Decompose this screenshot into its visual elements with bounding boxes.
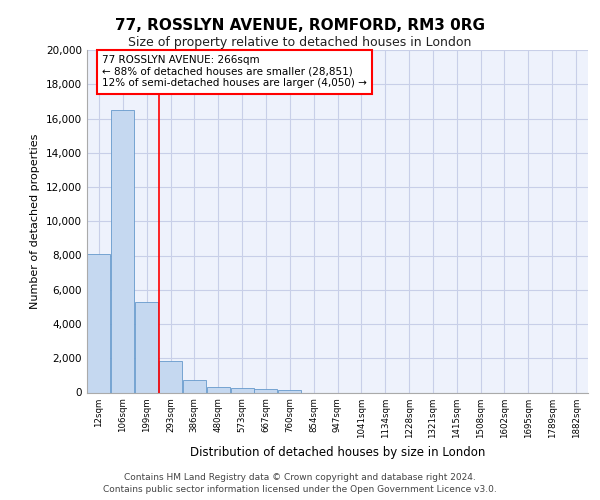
- Text: 77 ROSSLYN AVENUE: 266sqm
← 88% of detached houses are smaller (28,851)
12% of s: 77 ROSSLYN AVENUE: 266sqm ← 88% of detac…: [102, 55, 367, 88]
- Bar: [183, 380, 206, 392]
- Bar: [230, 388, 254, 392]
- Bar: [88, 254, 110, 392]
- X-axis label: Distribution of detached houses by size in London: Distribution of detached houses by size …: [190, 446, 485, 459]
- Text: 77, ROSSLYN AVENUE, ROMFORD, RM3 0RG: 77, ROSSLYN AVENUE, ROMFORD, RM3 0RG: [115, 18, 485, 32]
- Text: Size of property relative to detached houses in London: Size of property relative to detached ho…: [128, 36, 472, 49]
- Bar: [135, 302, 158, 392]
- Bar: [111, 110, 134, 393]
- Bar: [159, 361, 182, 392]
- Text: Contains HM Land Registry data © Crown copyright and database right 2024.
Contai: Contains HM Land Registry data © Crown c…: [103, 472, 497, 494]
- Bar: [254, 389, 277, 392]
- Y-axis label: Number of detached properties: Number of detached properties: [31, 134, 40, 309]
- Bar: [206, 387, 230, 392]
- Bar: [278, 390, 301, 392]
